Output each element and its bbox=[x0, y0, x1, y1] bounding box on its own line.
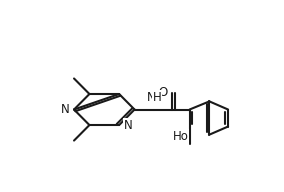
Text: Ho: Ho bbox=[173, 130, 189, 143]
Text: O: O bbox=[159, 86, 168, 99]
Text: N: N bbox=[60, 103, 69, 116]
Text: N: N bbox=[124, 118, 133, 132]
Text: H: H bbox=[153, 91, 161, 104]
Text: H: H bbox=[150, 93, 158, 103]
Text: N: N bbox=[147, 91, 156, 104]
